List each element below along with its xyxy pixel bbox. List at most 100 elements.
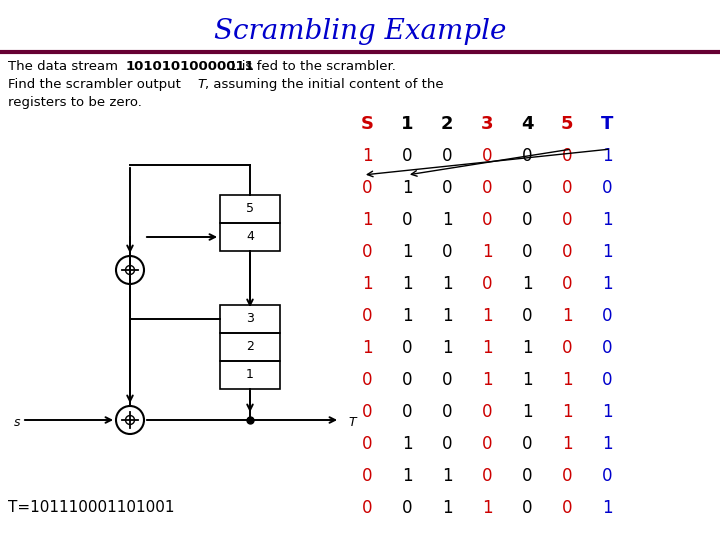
Text: 4: 4	[246, 231, 254, 244]
Text: 1: 1	[402, 179, 413, 197]
Text: 1: 1	[522, 371, 532, 389]
Text: 1: 1	[602, 211, 612, 229]
Text: 0: 0	[522, 211, 532, 229]
Text: 0: 0	[522, 499, 532, 517]
Text: 1: 1	[602, 499, 612, 517]
Text: 1: 1	[402, 467, 413, 485]
Text: 0: 0	[402, 211, 413, 229]
Text: 0: 0	[482, 179, 492, 197]
Text: 0: 0	[482, 211, 492, 229]
Text: 0: 0	[602, 371, 612, 389]
Text: 1: 1	[562, 307, 572, 325]
Text: 0: 0	[442, 371, 452, 389]
Text: 0: 0	[402, 371, 413, 389]
Text: 0: 0	[522, 435, 532, 453]
Text: 0: 0	[361, 403, 372, 421]
Text: 1: 1	[361, 211, 372, 229]
Text: 0: 0	[442, 435, 452, 453]
Text: 1: 1	[482, 339, 492, 357]
Text: 1: 1	[562, 403, 572, 421]
Text: 5: 5	[561, 115, 573, 133]
Text: 0: 0	[602, 467, 612, 485]
Text: T: T	[197, 78, 205, 91]
Text: 0: 0	[361, 435, 372, 453]
Text: 0: 0	[482, 275, 492, 293]
Text: 1: 1	[482, 499, 492, 517]
Text: , assuming the initial content of the: , assuming the initial content of the	[205, 78, 444, 91]
Text: 0: 0	[562, 467, 572, 485]
Text: 2: 2	[246, 341, 254, 354]
Text: 1: 1	[441, 467, 452, 485]
Text: 0: 0	[562, 243, 572, 261]
Text: 1: 1	[441, 275, 452, 293]
Text: 0: 0	[602, 339, 612, 357]
Text: 0: 0	[361, 179, 372, 197]
Text: 1: 1	[361, 275, 372, 293]
Text: registers to be zero.: registers to be zero.	[8, 96, 142, 109]
Text: 1: 1	[562, 371, 572, 389]
Text: T: T	[348, 416, 356, 429]
Text: 0: 0	[402, 499, 413, 517]
Text: 1: 1	[522, 275, 532, 293]
Text: 1: 1	[602, 435, 612, 453]
Text: 0: 0	[442, 403, 452, 421]
Text: 1: 1	[602, 243, 612, 261]
Text: 0: 0	[602, 179, 612, 197]
Text: 0: 0	[562, 339, 572, 357]
Text: 4: 4	[521, 115, 534, 133]
Bar	[220, 195, 280, 223]
Bar	[220, 305, 280, 333]
Bar	[220, 333, 280, 361]
Text: The data stream: The data stream	[8, 60, 122, 73]
Text: 0: 0	[522, 243, 532, 261]
Text: 1: 1	[482, 307, 492, 325]
Text: 2: 2	[441, 115, 454, 133]
Text: 0: 0	[522, 467, 532, 485]
Text: s: s	[14, 416, 20, 429]
Text: 1: 1	[522, 403, 532, 421]
Text: 0: 0	[562, 179, 572, 197]
Bar	[220, 223, 280, 251]
Text: 1: 1	[361, 339, 372, 357]
Text: 1: 1	[441, 339, 452, 357]
Text: 1: 1	[562, 435, 572, 453]
Text: 0: 0	[442, 147, 452, 165]
Text: 0: 0	[402, 147, 413, 165]
Text: 0: 0	[562, 147, 572, 165]
Text: 1: 1	[402, 435, 413, 453]
Text: Find the scrambler output: Find the scrambler output	[8, 78, 185, 91]
Text: 3: 3	[246, 313, 254, 326]
Text: 0: 0	[361, 467, 372, 485]
Text: 0: 0	[522, 179, 532, 197]
Text: 1: 1	[246, 368, 254, 381]
Text: 1: 1	[602, 403, 612, 421]
Text: 1: 1	[441, 499, 452, 517]
Text: 1 is fed to the scrambler.: 1 is fed to the scrambler.	[229, 60, 396, 73]
Text: 5: 5	[246, 202, 254, 215]
Text: 0: 0	[482, 403, 492, 421]
Text: 1: 1	[441, 307, 452, 325]
Text: 1: 1	[482, 371, 492, 389]
Text: T: T	[600, 115, 613, 133]
Text: 1: 1	[361, 147, 372, 165]
Text: 10101010000011: 10101010000011	[126, 60, 255, 73]
Text: 0: 0	[361, 307, 372, 325]
Bar	[220, 361, 280, 389]
Text: 0: 0	[361, 371, 372, 389]
Text: 0: 0	[361, 243, 372, 261]
Text: 1: 1	[401, 115, 413, 133]
Text: 3: 3	[481, 115, 493, 133]
Text: 1: 1	[522, 339, 532, 357]
Text: 1: 1	[482, 243, 492, 261]
Text: 0: 0	[522, 307, 532, 325]
Text: S: S	[361, 115, 374, 133]
Text: 1: 1	[402, 275, 413, 293]
Text: 1: 1	[402, 243, 413, 261]
Text: 0: 0	[482, 435, 492, 453]
Text: 1: 1	[441, 211, 452, 229]
Text: 0: 0	[602, 307, 612, 325]
Text: 0: 0	[361, 499, 372, 517]
Text: 0: 0	[562, 211, 572, 229]
Text: 1: 1	[602, 147, 612, 165]
Text: 0: 0	[562, 499, 572, 517]
